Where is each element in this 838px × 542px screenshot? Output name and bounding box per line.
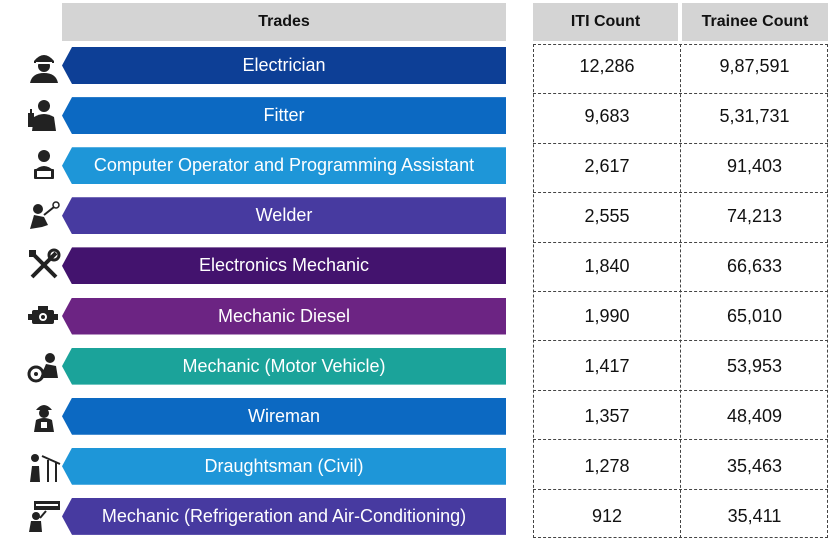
trade-bar: Electrician xyxy=(62,47,506,84)
trainee-count-cell: 91,403 xyxy=(726,155,783,176)
row-divider xyxy=(533,439,828,441)
iti-count-cell: 1,278 xyxy=(584,456,630,477)
iti-count-cell: 9,683 xyxy=(584,105,630,126)
row-divider xyxy=(533,340,828,342)
row-divider xyxy=(533,291,828,292)
ac-mechanic-icon xyxy=(24,496,64,536)
iti-count-cell: 912 xyxy=(591,506,623,527)
row-divider xyxy=(533,389,828,391)
trainee-count-cell: 53,953 xyxy=(726,356,783,377)
trainee-count-cell: 74,213 xyxy=(726,205,783,226)
trade-bar: Mechanic Diesel xyxy=(62,297,506,335)
trainee-count-cell: 66,633 xyxy=(726,255,783,276)
trainee-count-cell: 35,463 xyxy=(726,456,783,477)
electrician-icon xyxy=(24,45,64,85)
trade-bar: Mechanic (Refrigeration and Air-Conditio… xyxy=(62,497,506,535)
row-divider xyxy=(533,93,828,95)
trainee-count-cell: 9,87,591 xyxy=(719,55,790,76)
fitter-icon xyxy=(24,95,64,135)
row-divider xyxy=(533,488,828,490)
trade-bar: Draughtsman (Civil) xyxy=(62,447,506,485)
wireman-icon xyxy=(24,396,64,436)
iti-count-cell: 2,555 xyxy=(584,205,630,226)
row-divider xyxy=(533,142,828,144)
iti-count-cell: 1,357 xyxy=(584,406,630,427)
trainee-count-cell: 65,010 xyxy=(726,306,783,326)
trade-bar: Wireman xyxy=(62,397,506,435)
iti-count-cell: 1,417 xyxy=(584,356,630,377)
iti-count-cell: 12,286 xyxy=(579,55,635,76)
iti-count-cell: 2,617 xyxy=(584,155,630,176)
engine-icon xyxy=(24,296,64,336)
header-trades: Trades xyxy=(62,3,506,41)
trade-bar: Electronics Mechanic xyxy=(62,247,506,285)
welder-icon xyxy=(24,195,64,235)
tools-icon xyxy=(24,245,64,285)
trainee-count-cell: 48,409 xyxy=(726,406,783,427)
iti-count-cell: 1,840 xyxy=(584,255,630,276)
mechanic-icon xyxy=(24,346,64,386)
iti-count-cell: 1,990 xyxy=(584,306,630,326)
draughtsman-icon xyxy=(24,446,64,486)
trade-bar: Computer Operator and Programming Assist… xyxy=(62,147,506,185)
header-iti-count: ITI Count xyxy=(533,3,678,41)
computer-operator-icon xyxy=(24,145,64,185)
row-divider xyxy=(533,241,828,243)
row-divider xyxy=(533,192,828,194)
header-trainee-count: Trainee Count xyxy=(682,3,828,41)
trainee-count-cell: 35,411 xyxy=(727,506,782,527)
trainee-count-cell: 5,31,731 xyxy=(719,105,790,126)
trade-bar: Fitter xyxy=(62,97,506,135)
trade-bar: Mechanic (Motor Vehicle) xyxy=(62,347,506,385)
trade-bar: Welder xyxy=(62,197,506,235)
